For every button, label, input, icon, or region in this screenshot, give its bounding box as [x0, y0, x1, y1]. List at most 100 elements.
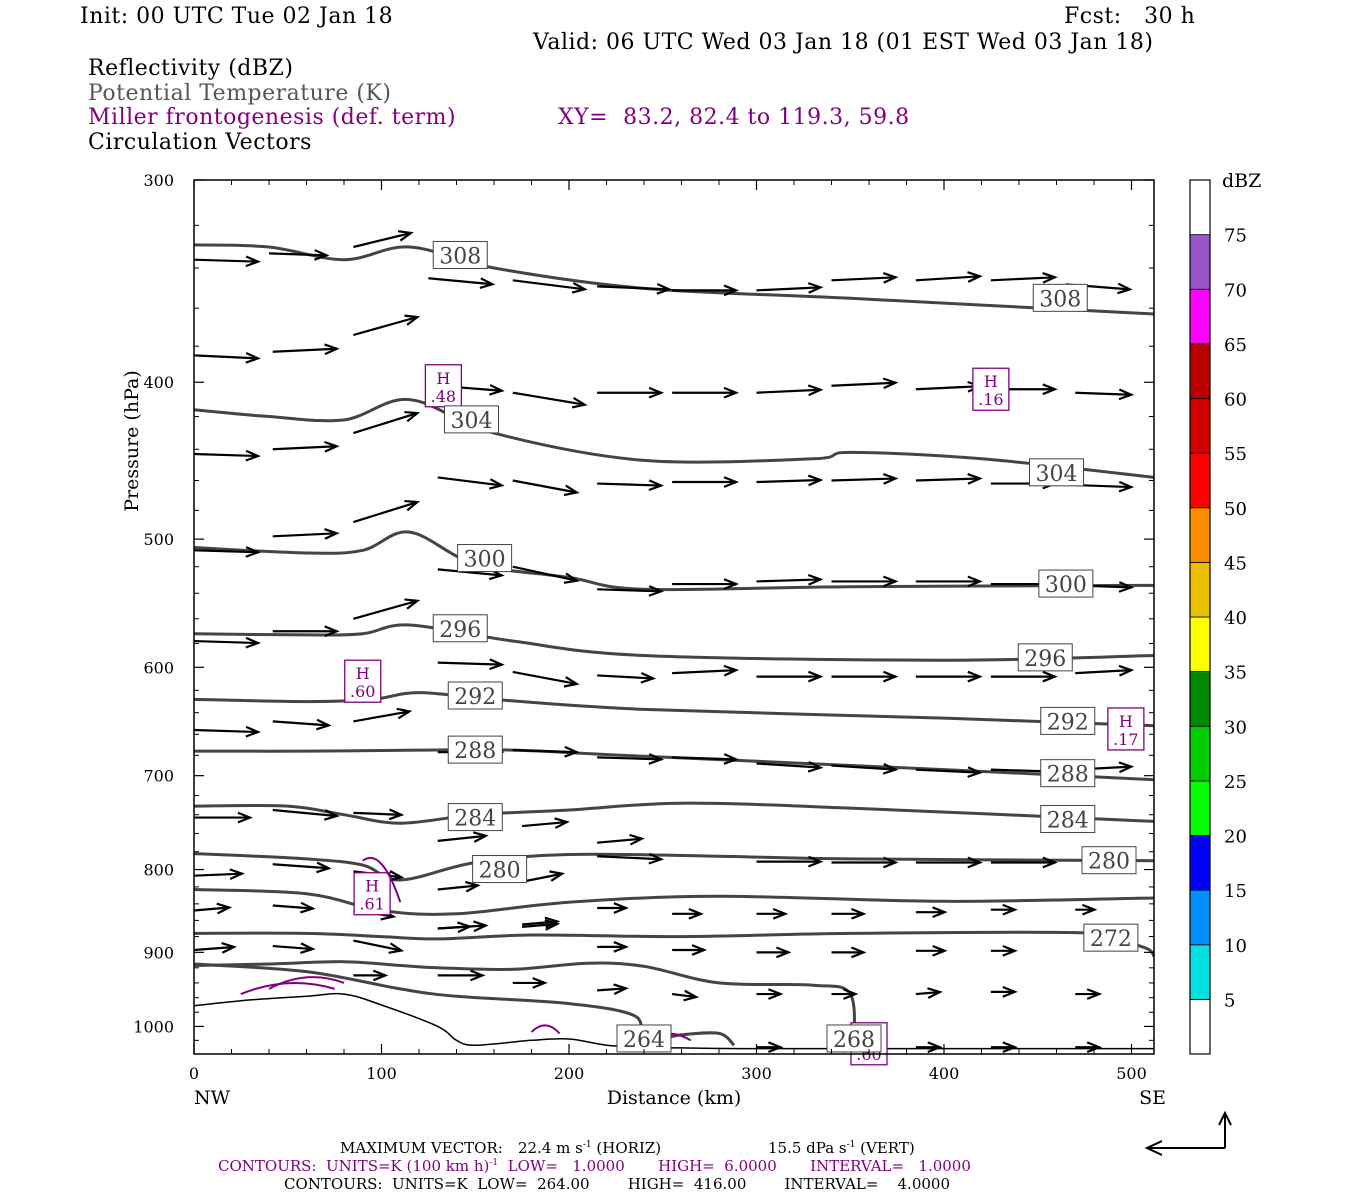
circulation-vector: [512, 391, 588, 409]
circulation-vector: [272, 808, 340, 821]
theta-contour-304: [193, 398, 1155, 479]
frontogenesis-max-value: .60: [350, 682, 375, 701]
circulation-vector: [756, 988, 784, 1000]
circulation-vector: [831, 988, 859, 1000]
circulation-vector: [672, 386, 740, 399]
contour-label-box: [1032, 283, 1088, 312]
circulation-vector: [597, 283, 673, 295]
contour-label-box: [472, 855, 528, 884]
circulation-vector: [353, 707, 413, 723]
circulation-vector: [272, 625, 340, 638]
frontogenesis-max-value: .61: [359, 895, 384, 914]
contour-label-288: 288: [454, 739, 496, 764]
frontogenesis-max-value: .17: [1113, 730, 1138, 749]
x-tick-label: 100: [366, 1064, 397, 1083]
circulation-vector: [512, 279, 588, 294]
init-time: Init: 00 UTC Tue 02 Jan 18: [80, 4, 394, 29]
circulation-vector: [831, 377, 899, 390]
circulation-vector: [353, 314, 421, 337]
circulation-vector: [1075, 988, 1103, 1000]
circulation-vector: [915, 987, 943, 999]
contour-label-308: 308: [439, 244, 481, 269]
contour-label-292: 292: [454, 685, 496, 710]
contour-label-box: [432, 240, 488, 269]
circulation-vector: [1075, 664, 1135, 677]
legend-theta: Potential Temperature (K): [88, 81, 392, 106]
y-tick-label: 800: [143, 861, 174, 880]
colorbar-label: 45: [1224, 553, 1247, 574]
frontogenesis-contour-info: CONTOURS: UNITS=K (100 km h)-1 LOW= 1.00…: [218, 1157, 971, 1175]
reflectivity-colorbar: 5 10 15 20 25 30 35 40 45 50 55 60 65 70 75: [1189, 179, 1247, 1055]
contour-label-308: 308: [1039, 287, 1081, 312]
frontogenesis-contour: [530, 1024, 561, 1035]
x-tick-label: 0: [189, 1064, 199, 1083]
circulation-vector: [512, 670, 580, 688]
contour-label-box: [1029, 458, 1084, 487]
frontogenesis-max-marker: H: [1119, 712, 1133, 731]
circulation-vector: [756, 282, 824, 294]
colorbar-segment: [1189, 398, 1211, 454]
circulation-vector: [272, 901, 316, 914]
colorbar-segment: [1189, 998, 1211, 1055]
frontogenesis-max-box: [424, 364, 463, 408]
frontogenesis-contour: [362, 856, 402, 903]
frontogenesis-max-box: [353, 872, 391, 916]
circulation-vector: [756, 573, 824, 586]
theta-contour-288: [193, 748, 1155, 782]
x-tick-label: 400: [929, 1064, 960, 1083]
circulation-vector: [990, 670, 1058, 683]
frontogenesis-maxima: H.48H.16H.60H.17H.61H.60: [240, 364, 1145, 1066]
max-vector-label: MAXIMUM VECTOR:: [340, 1139, 503, 1157]
circulation-vector: [915, 271, 983, 283]
x-tick-label: 500: [1116, 1064, 1147, 1083]
legend-reflectivity: Reflectivity (dBZ): [88, 56, 294, 81]
circulation-vector: [756, 855, 824, 868]
y-tick-label: 900: [143, 943, 174, 962]
colorbar-label: 50: [1224, 499, 1247, 520]
circulation-vector: [437, 969, 486, 982]
colorbar-label: 35: [1224, 663, 1247, 684]
circulation-vector: [194, 811, 253, 824]
max-vector-horiz: 22.4 m s-1 (HORIZ): [518, 1139, 662, 1157]
theta-contour-276: [193, 888, 1155, 916]
contour-label-box: [447, 803, 503, 832]
circulation-vector: [193, 255, 261, 268]
colorbar-segment: [1189, 944, 1211, 1000]
circulation-vector: [756, 474, 824, 487]
contour-label-300: 300: [1045, 573, 1087, 598]
colorbar-segment: [1189, 780, 1211, 836]
theta-contour-284: [193, 801, 1155, 825]
circulation-vector: [672, 753, 740, 765]
circulation-vector: [990, 272, 1058, 284]
frontogenesis-max-marker: H: [436, 369, 450, 388]
frontogenesis-max-marker: H: [356, 664, 370, 683]
circulation-vectors: [193, 230, 1135, 1054]
theta-contours: [193, 243, 1156, 1047]
circulation-vector: [756, 670, 824, 683]
circulation-vector: [512, 745, 580, 758]
circulation-vector: [1075, 1041, 1103, 1054]
colorbar-unit: dBZ: [1222, 170, 1261, 192]
circulation-vector: [597, 386, 665, 399]
colorbar-label: 65: [1224, 335, 1247, 356]
circulation-vector: [672, 476, 740, 488]
contour-label-box: [1083, 923, 1139, 952]
circulation-vector: [272, 343, 340, 356]
circulation-vector: [597, 902, 629, 914]
cross-section-endpoints: XY= 83.2, 82.4 to 119.3, 59.8: [558, 105, 910, 130]
circulation-vector: [672, 664, 740, 677]
colorbar-segment: [1189, 507, 1211, 563]
frontogenesis-max-box: [1107, 707, 1145, 751]
max-vector-vert: 15.5 dPa s-1 (VERT): [768, 1139, 915, 1157]
plot-frame: [193, 179, 1155, 1055]
circulation-vector: [915, 944, 948, 957]
circulation-vector: [915, 670, 983, 683]
circulation-vector: [353, 969, 389, 982]
contour-label-292: 292: [1047, 710, 1089, 735]
colorbar-segment: [1189, 889, 1211, 946]
contour-label-box: [1017, 643, 1073, 672]
circulation-vector: [597, 983, 629, 996]
forecast-hour: Fcst: 30 h: [1064, 4, 1196, 29]
y-tick-label: 300: [143, 171, 174, 190]
circulation-vector: [831, 946, 867, 959]
